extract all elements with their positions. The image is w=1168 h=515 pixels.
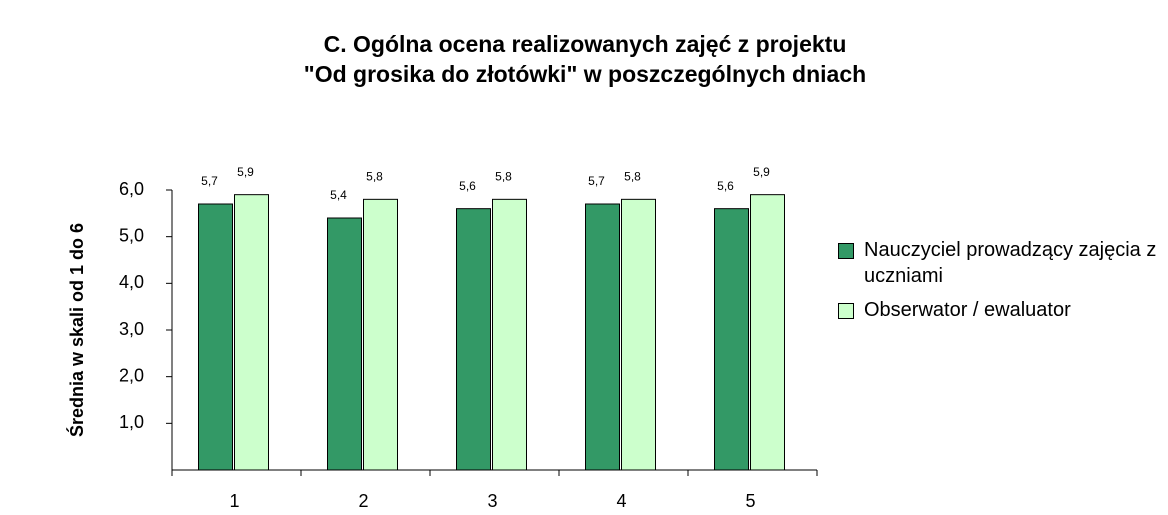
bar [492,198,527,471]
chart-title: C. Ogólna ocena realizowanych zajęć z pr… [324,31,847,57]
y-tick-label: 5,0 [119,225,144,245]
y-tick-label: 4,0 [119,272,144,292]
value-label: 5,8 [366,170,383,184]
value-label: 5,9 [753,165,770,179]
value-label: 5,7 [588,174,605,188]
legend-label: Obserwator / ewaluator [864,299,1071,321]
value-label: 5,8 [495,170,512,184]
legend: Nauczyciel prowadzący zajęcia z uczniami… [838,237,1168,331]
x-tick-label: 1 [229,491,239,511]
y-tick-label: 3,0 [119,319,144,339]
bar [585,203,620,471]
bar [327,217,362,471]
y-axis-label: Średnia w skali od 1 do 6 [66,223,87,437]
value-label: 5,8 [624,170,641,184]
bar [198,203,233,471]
value-label: 5,6 [717,179,734,193]
bar [750,194,785,471]
x-tick-label: 5 [745,491,755,511]
legend-item: Nauczyciel prowadzący zajęcia z uczniami [838,237,1168,289]
x-tick-label: 3 [487,491,497,511]
x-tick-label: 2 [358,491,368,511]
value-label: 5,4 [330,188,347,202]
y-tick-label: 6,0 [119,179,144,199]
bar [234,194,269,471]
legend-swatch [838,303,854,319]
value-label: 5,7 [201,174,218,188]
x-tick-label: 4 [616,491,626,511]
bar [456,208,491,471]
legend-item: Obserwator / ewaluator [838,297,1168,323]
legend-swatch [838,243,854,259]
value-label: 5,6 [459,179,476,193]
chart-title: "Od grosika do złotówki" w poszczególnyc… [304,61,866,87]
bar [621,198,656,471]
legend-label: Nauczyciel prowadzący zajęcia z uczniami [864,239,1157,287]
y-tick-label: 1,0 [119,412,144,432]
y-tick-label: 2,0 [119,365,144,385]
value-label: 5,9 [237,165,254,179]
bar [363,198,398,471]
bar [714,208,749,471]
